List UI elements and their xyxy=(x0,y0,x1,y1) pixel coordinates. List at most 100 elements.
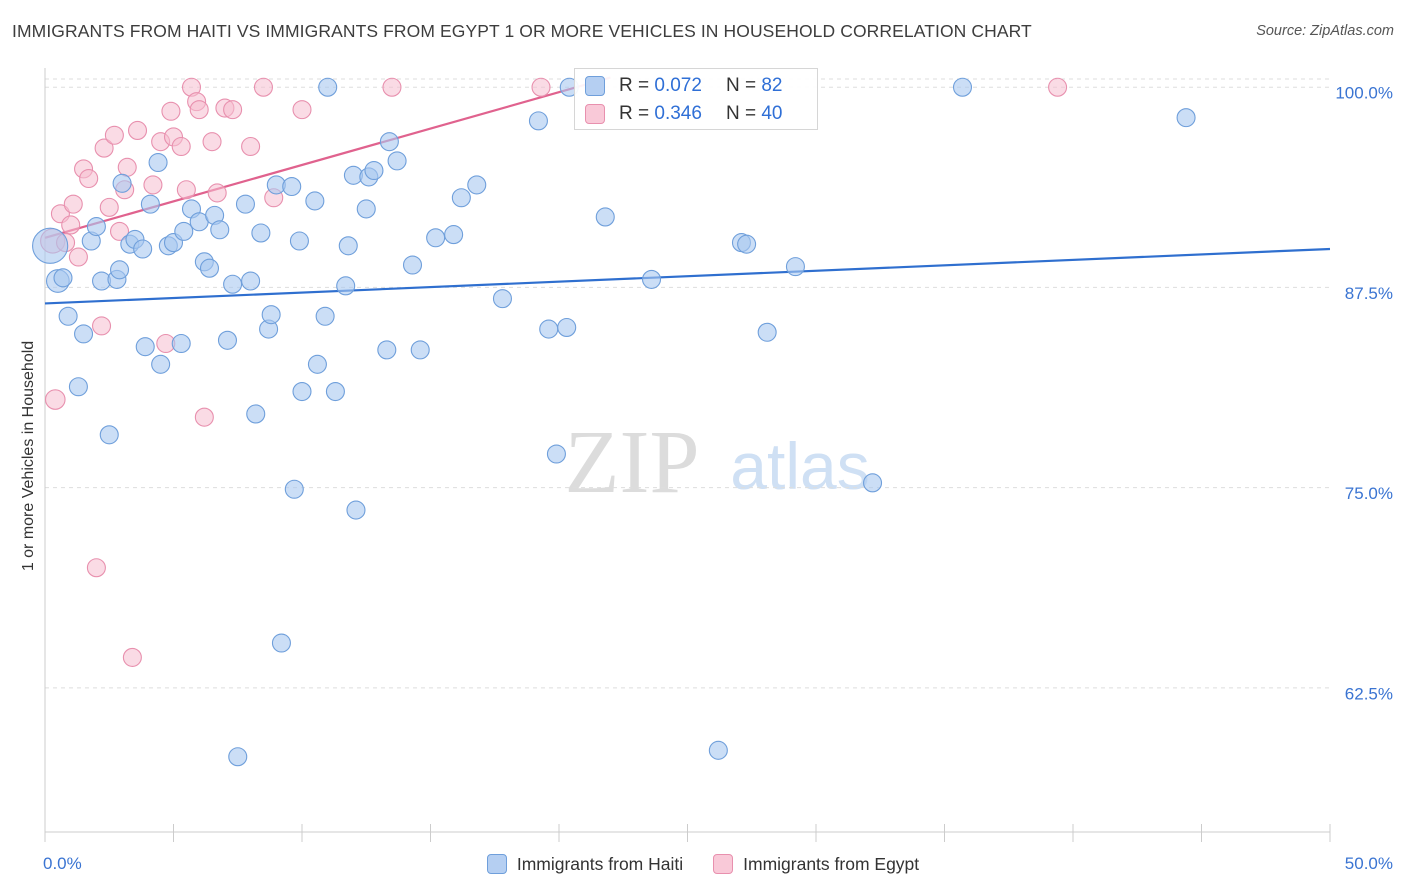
haiti-point xyxy=(210,220,230,240)
haiti-point xyxy=(135,337,155,357)
haiti-point xyxy=(467,175,487,195)
legend-row-haiti: R = 0.072 N = 82 xyxy=(585,74,782,98)
y-tick-label: 100.0% xyxy=(1335,84,1393,103)
egypt-point xyxy=(171,136,191,157)
legend-item-egypt[interactable]: Immigrants from Egypt xyxy=(713,851,919,877)
haiti-point xyxy=(737,234,757,254)
haiti-point xyxy=(338,236,358,256)
haiti-point xyxy=(251,223,271,243)
watermark-atlas: atlas xyxy=(730,429,869,503)
haiti-point xyxy=(356,199,376,219)
haiti-point xyxy=(223,274,243,294)
egypt-n-value: 40 xyxy=(761,103,783,124)
legend-item-haiti[interactable]: Immigrants from Haiti xyxy=(486,851,684,877)
haiti-point xyxy=(305,191,325,211)
haiti-legend-swatch xyxy=(486,854,507,874)
egypt-point xyxy=(253,77,273,97)
haiti-point xyxy=(528,111,548,131)
y-tick-label: 87.5% xyxy=(1345,284,1393,303)
haiti-point xyxy=(235,194,255,214)
correlation-legend: R = 0.072 N = 82 R = 0.346 N = 40 xyxy=(574,68,818,130)
egypt-trend-line xyxy=(44,76,611,239)
haiti-point xyxy=(32,227,69,264)
haiti-point xyxy=(86,217,106,237)
haiti-point xyxy=(282,176,302,197)
haiti-point xyxy=(426,228,446,248)
haiti-point xyxy=(315,306,335,326)
y-tick-label: 75.0% xyxy=(1345,484,1393,503)
haiti-point xyxy=(74,324,94,344)
haiti-point xyxy=(261,305,281,325)
haiti-point xyxy=(1176,108,1196,128)
haiti-point xyxy=(228,747,248,767)
egypt-point xyxy=(127,120,148,140)
egypt-point xyxy=(1048,77,1068,97)
egypt-point xyxy=(122,647,142,667)
haiti-n-value: 82 xyxy=(761,75,783,96)
egypt-point xyxy=(61,215,81,235)
haiti-point xyxy=(595,207,615,227)
egypt-point xyxy=(531,77,551,97)
haiti-point xyxy=(444,225,464,245)
haiti-point xyxy=(271,633,291,653)
haiti-point xyxy=(325,382,345,402)
y-axis-label: 1 or more Vehicles in Household xyxy=(20,340,37,572)
haiti-point xyxy=(451,188,471,208)
haiti-point xyxy=(307,354,327,374)
haiti-point xyxy=(785,257,805,277)
legend-row-egypt: R = 0.346 N = 40 xyxy=(585,102,782,126)
egypt-point xyxy=(94,138,114,158)
haiti-point xyxy=(379,132,399,152)
haiti-point xyxy=(492,289,512,309)
haiti-point xyxy=(539,319,559,339)
source-label: Source: ZipAtlas.com xyxy=(1256,23,1394,39)
egypt-point xyxy=(110,221,130,241)
haiti-point xyxy=(410,340,430,360)
haiti-series xyxy=(32,77,1196,767)
haiti-point xyxy=(174,221,194,241)
egypt-point xyxy=(68,247,88,267)
haiti-point xyxy=(110,260,130,280)
haiti-point xyxy=(140,194,160,214)
haiti-point xyxy=(246,404,266,424)
haiti-point xyxy=(133,239,153,259)
haiti-point xyxy=(387,151,407,171)
haiti-point xyxy=(68,377,88,397)
haiti-point xyxy=(757,322,777,342)
haiti-point xyxy=(952,77,973,97)
series-legend: Immigrants from Haiti Immigrants from Eg… xyxy=(0,851,1406,877)
x-tick-label-min: 0.0% xyxy=(43,854,82,873)
haiti-legend-label: Immigrants from Haiti xyxy=(516,853,684,874)
haiti-point xyxy=(284,479,304,499)
watermark: ZIP atlas xyxy=(565,413,870,512)
egypt-point xyxy=(223,100,243,120)
haiti-point xyxy=(863,473,883,493)
egypt-legend-swatch xyxy=(713,854,734,874)
egypt-point xyxy=(143,175,163,195)
haiti-point xyxy=(546,444,566,464)
haiti-point xyxy=(53,268,73,288)
haiti-point xyxy=(377,340,397,360)
egypt-legend-label: Immigrants from Egypt xyxy=(743,853,920,874)
haiti-point xyxy=(708,740,728,760)
haiti-trend-line xyxy=(44,247,1331,305)
egypt-point xyxy=(202,132,222,152)
egypt-point xyxy=(194,407,214,427)
r-label: R = xyxy=(619,103,650,124)
haiti-point xyxy=(151,354,171,374)
egypt-point xyxy=(207,183,227,203)
haiti-point xyxy=(171,333,191,354)
egypt-point xyxy=(117,157,137,177)
haiti-point xyxy=(346,500,366,520)
egypt-point xyxy=(292,100,312,120)
haiti-point xyxy=(199,258,220,278)
egypt-point xyxy=(79,168,99,189)
egypt-point xyxy=(161,101,181,121)
haiti-point xyxy=(292,382,312,402)
n-label: N = xyxy=(725,75,757,96)
y-tick-label: 62.5% xyxy=(1345,684,1393,703)
egypt-point xyxy=(99,197,119,217)
r-label: R = xyxy=(619,75,650,96)
haiti-point xyxy=(217,330,238,350)
haiti-point xyxy=(58,306,78,326)
